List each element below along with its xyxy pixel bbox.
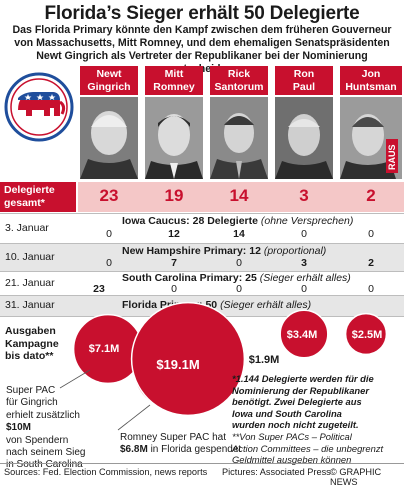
candidate-header-huntsman: Jon Huntsman	[340, 66, 402, 95]
footer-pictures: Pictures: Associated Press	[222, 467, 331, 477]
spending-label: Ausgaben Kampagne bis dato**	[5, 325, 59, 362]
pointer-line	[59, 369, 91, 389]
pointer-line	[117, 404, 151, 431]
spending-amount-label: $1.9M	[249, 354, 280, 366]
candidate-photo-paul	[275, 97, 333, 179]
date-south-carolina: 21. Januar	[5, 277, 55, 289]
footnotes: *1.144 Delegierte werden für die Nominie…	[232, 373, 384, 466]
value-nh-romney: 7	[171, 257, 177, 269]
row-iowa: Iowa Caucus: 28 Delegierte (ohne Verspre…	[0, 213, 404, 244]
footer-credit: © GRAPHIC NEWS	[330, 467, 382, 487]
delegates-total-label: Delegierte gesamt*	[0, 182, 76, 212]
spending-amount-label: $7.1M	[89, 343, 120, 355]
row-south-carolina: South Carolina Primary: 25 (Sieger erhäl…	[0, 271, 404, 296]
intro-line: Das Florida Primary könnte den Kampf zwi…	[12, 24, 392, 36]
candidate-header-santorum: Rick Santorum	[210, 66, 268, 95]
value-iowa-gingrich: 0	[106, 228, 112, 240]
value-nh-huntsman: 2	[368, 257, 374, 269]
spending-amount-label: $3.4M	[287, 329, 318, 341]
footer: Sources: Fed. Election Commission, news …	[0, 463, 404, 487]
candidate-photo-gingrich	[80, 97, 138, 179]
spending-amount-label: $2.5M	[352, 329, 383, 341]
romney-pac-note: Romney Super PAC hat $6.8M in Florida ge…	[120, 432, 242, 456]
spending-bubble-mitt-romney	[130, 301, 246, 417]
date-new-hampshire: 10. Januar	[5, 251, 55, 263]
value-sc-romney: 0	[171, 283, 177, 295]
value-nh-santorum: 0	[236, 257, 242, 269]
intro-line: von Massachusetts, Mitt Romney, und dem …	[14, 37, 390, 49]
value-sc-huntsman: 0	[368, 283, 374, 295]
date-florida: 31. Januar	[5, 299, 55, 311]
gingrich-pac-note: Super PAC für Gingrich erhielt zusätzlic…	[6, 385, 86, 471]
value-sc-paul: 0	[301, 283, 307, 295]
row-new-hampshire: New Hampshire Primary: 12 (proportional)…	[0, 243, 404, 272]
total-romney: 19	[164, 186, 184, 205]
page-title: Florida’s Sieger erhält 50 Delegierte	[44, 3, 360, 24]
spending-amount-label: $19.1M	[156, 357, 199, 372]
intro-text: Das Florida Primary könnte den Kampf zwi…	[4, 24, 400, 76]
spending-bubble-jon-huntsman	[344, 312, 388, 356]
value-iowa-paul: 0	[301, 228, 307, 240]
value-iowa-romney: 12	[168, 228, 180, 240]
total-huntsman: 2	[366, 186, 376, 205]
footer-sources: Sources: Fed. Election Commission, news …	[4, 467, 208, 477]
candidate-header-gingrich: Newt Gingrich	[80, 66, 138, 95]
candidate-header-paul: Ron Paul	[275, 66, 333, 95]
total-santorum: 14	[229, 186, 249, 205]
value-iowa-huntsman: 0	[368, 228, 374, 240]
value-nh-paul: 3	[301, 257, 307, 269]
date-iowa: 3. Januar	[5, 222, 49, 234]
value-sc-gingrich: 23	[93, 283, 105, 295]
value-iowa-santorum: 14	[233, 228, 245, 240]
value-nh-gingrich: 0	[106, 257, 112, 269]
spending-bubble-ron-paul	[279, 309, 329, 359]
value-sc-santorum: 0	[236, 283, 242, 295]
republican-elephant-logo	[4, 72, 74, 142]
candidate-photo-romney	[145, 97, 203, 179]
total-gingrich: 23	[99, 186, 119, 205]
total-paul: 3	[299, 186, 309, 205]
candidate-header-romney: Mitt Romney	[145, 66, 203, 95]
event-iowa: Iowa Caucus: 28 Delegierte (ohne Verspre…	[122, 215, 354, 227]
event-south-carolina: South Carolina Primary: 25 (Sieger erhäl…	[122, 272, 351, 284]
event-new-hampshire: New Hampshire Primary: 12 (proportional)	[122, 245, 327, 257]
delegates-total-band	[78, 182, 404, 212]
candidate-photo-santorum	[210, 97, 268, 179]
